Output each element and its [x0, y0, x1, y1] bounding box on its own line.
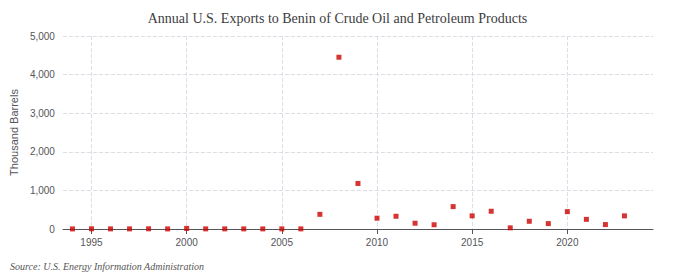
svg-text:1,000: 1,000 — [30, 185, 55, 196]
svg-text:2020: 2020 — [556, 237, 579, 248]
svg-text:2015: 2015 — [461, 237, 484, 248]
svg-text:1995: 1995 — [80, 237, 103, 248]
svg-text:2000: 2000 — [176, 237, 199, 248]
svg-text:3,000: 3,000 — [30, 108, 55, 119]
svg-text:Annual U.S. Exports to Benin o: Annual U.S. Exports to Benin of Crude Oi… — [148, 11, 528, 26]
svg-text:2010: 2010 — [366, 237, 389, 248]
svg-text:0: 0 — [49, 224, 55, 235]
svg-text:Source: U.S. Energy Informatio: Source: U.S. Energy Information Administ… — [10, 261, 204, 272]
svg-text:4,000: 4,000 — [30, 69, 55, 80]
svg-text:2,000: 2,000 — [30, 146, 55, 157]
svg-text:2005: 2005 — [271, 237, 294, 248]
svg-text:5,000: 5,000 — [30, 31, 55, 42]
svg-text:Thousand Barrels: Thousand Barrels — [8, 89, 20, 176]
